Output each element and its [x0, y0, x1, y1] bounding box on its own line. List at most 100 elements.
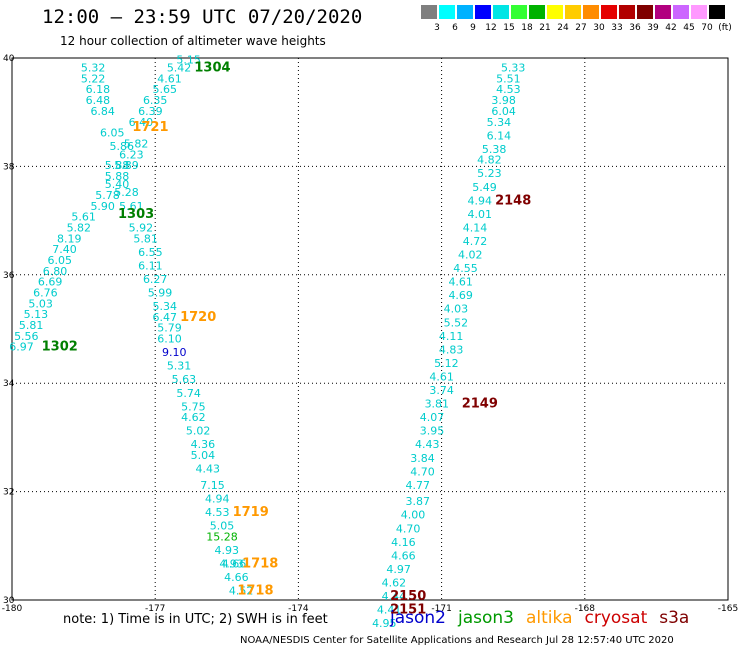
wave-height-point: 4.01	[468, 208, 493, 221]
wave-height-point: 4.66	[222, 557, 247, 570]
wave-height-point: 5.74	[176, 387, 201, 400]
wave-height-point: 4.43	[195, 463, 220, 476]
satellite-legend: jason2 jason3 altika cryosat s3a	[390, 608, 701, 628]
wave-height-point: 4.55	[453, 262, 478, 275]
wave-height-point: 5.34	[487, 116, 512, 129]
wave-height-point: 3.98	[491, 94, 516, 107]
wave-height-point: 5.04	[191, 449, 216, 462]
pass-time-label: 2149	[462, 397, 498, 412]
legend-label: 70	[701, 23, 713, 33]
wave-height-point: 5.51	[496, 72, 521, 85]
wave-height-point: 5.88	[105, 159, 130, 172]
wave-height-point: 4.02	[458, 249, 483, 262]
chart-subtitle: 12 hour collection of altimeter wave hei…	[60, 34, 326, 48]
wave-height-point: 4.94	[468, 194, 493, 207]
wave-height-point: 7.15	[200, 479, 225, 492]
wave-height-point: 5.65	[152, 83, 177, 96]
wave-height-point: 4.97	[386, 563, 411, 576]
wave-height-point: 5.89	[114, 159, 139, 172]
wave-height-point: 6.18	[86, 83, 111, 96]
wave-height-point: 6.48	[86, 94, 111, 107]
pass-time-label: 1718	[237, 584, 273, 599]
legend-swatch	[529, 5, 545, 19]
y-tick-label: 30	[3, 596, 15, 606]
legend-swatch	[439, 5, 455, 19]
x-tick-label: -168	[575, 604, 596, 614]
footer-note: note: 1) Time is in UTC; 2) SWH is in fe…	[63, 612, 328, 627]
wave-height-point: 4.44	[382, 590, 407, 603]
wave-height-point: 5.92	[129, 221, 154, 234]
pass-time-label: 2150	[390, 589, 426, 604]
wave-height-point: 5.78	[95, 189, 120, 202]
wave-height-point: 5.02	[186, 425, 211, 438]
legend-label: 12	[485, 23, 497, 33]
wave-height-point: 4.14	[463, 221, 488, 234]
legend-label: 21	[539, 23, 551, 33]
wave-height-point: 5.81	[133, 232, 158, 245]
chart-title: 12:00 – 23:59 UTC 07/20/2020	[42, 6, 363, 28]
x-tick-label: -171	[431, 604, 451, 614]
wave-height-point: 4.94	[205, 492, 230, 505]
y-tick-label: 34	[3, 379, 15, 389]
wave-height-point: 6.55	[138, 246, 163, 259]
legend-label: 45	[683, 23, 695, 33]
plot-frame	[11, 57, 729, 601]
legend-swatch	[655, 5, 671, 19]
wave-height-point: 4.93	[219, 557, 244, 570]
wave-height-point: 5.90	[90, 200, 115, 213]
legend-label: 6	[452, 23, 458, 33]
wave-height-point: 5.05	[210, 520, 235, 533]
wave-height-point: 4.62	[382, 576, 407, 589]
wave-height-point: 4.41	[377, 604, 402, 617]
wave-height-point: 4.07	[420, 411, 445, 424]
legend-swatch	[457, 5, 473, 19]
legend-swatch	[547, 5, 563, 19]
wave-height-point: 6.47	[152, 311, 177, 324]
legend-label: 3	[434, 23, 440, 33]
wave-height-point: 5.79	[157, 322, 182, 335]
wave-height-point: 5.75	[181, 400, 206, 413]
wave-height-point: 6.76	[33, 286, 58, 299]
wave-height-point: 4.83	[439, 343, 464, 356]
wave-height-point: 5.61	[119, 200, 144, 213]
wave-height-point: 5.15	[176, 53, 201, 66]
pass-time-label: 2148	[495, 193, 531, 208]
wave-height-point: 5.56	[14, 330, 39, 343]
y-tick-label: 32	[3, 488, 14, 498]
y-tick-label: 40	[3, 54, 15, 64]
wave-height-point: 4.53	[496, 83, 521, 96]
legend-swatch	[637, 5, 653, 19]
wave-height-point: 4.72	[463, 235, 488, 248]
wave-height-point: 6.40	[129, 116, 154, 129]
legend-label: (ft)	[718, 23, 732, 33]
wave-height-point: 4.53	[205, 506, 230, 519]
wave-height-point: 5.49	[472, 181, 497, 194]
wave-height-point: 5.03	[28, 297, 53, 310]
wave-height-point: 5.40	[105, 178, 130, 191]
wave-height-point: 4.11	[439, 330, 464, 343]
satellite-s3a: s3a	[659, 608, 690, 628]
wave-height-point: 3.81	[425, 398, 450, 411]
wave-height-point: 5.34	[152, 300, 177, 313]
wave-height-point: 5.33	[501, 62, 526, 75]
legend-label: 15	[503, 23, 515, 33]
wave-height-point: 4.61	[157, 72, 182, 85]
wave-height-point: 3.84	[410, 452, 435, 465]
legend-label: 33	[611, 23, 623, 33]
wave-height-point: 5.32	[81, 62, 106, 75]
wave-height-point: 5.28	[114, 186, 139, 199]
legend-swatch	[475, 5, 491, 19]
y-tick-label: 38	[3, 162, 15, 172]
wave-height-point: 5.42	[167, 62, 192, 75]
wave-height-point: 6.80	[43, 265, 68, 278]
wave-height-point: 8.19	[57, 232, 82, 245]
wave-height-point: 3.87	[405, 495, 430, 508]
wave-height-point: 6.05	[47, 254, 72, 267]
wave-height-point: 4.82	[477, 154, 502, 167]
wave-height-point: 4.66	[391, 549, 416, 562]
wave-height-point: 5.99	[148, 286, 173, 299]
legend-swatch	[709, 5, 725, 19]
legend-label: 42	[665, 23, 677, 33]
wave-height-point: 6.39	[138, 105, 163, 118]
